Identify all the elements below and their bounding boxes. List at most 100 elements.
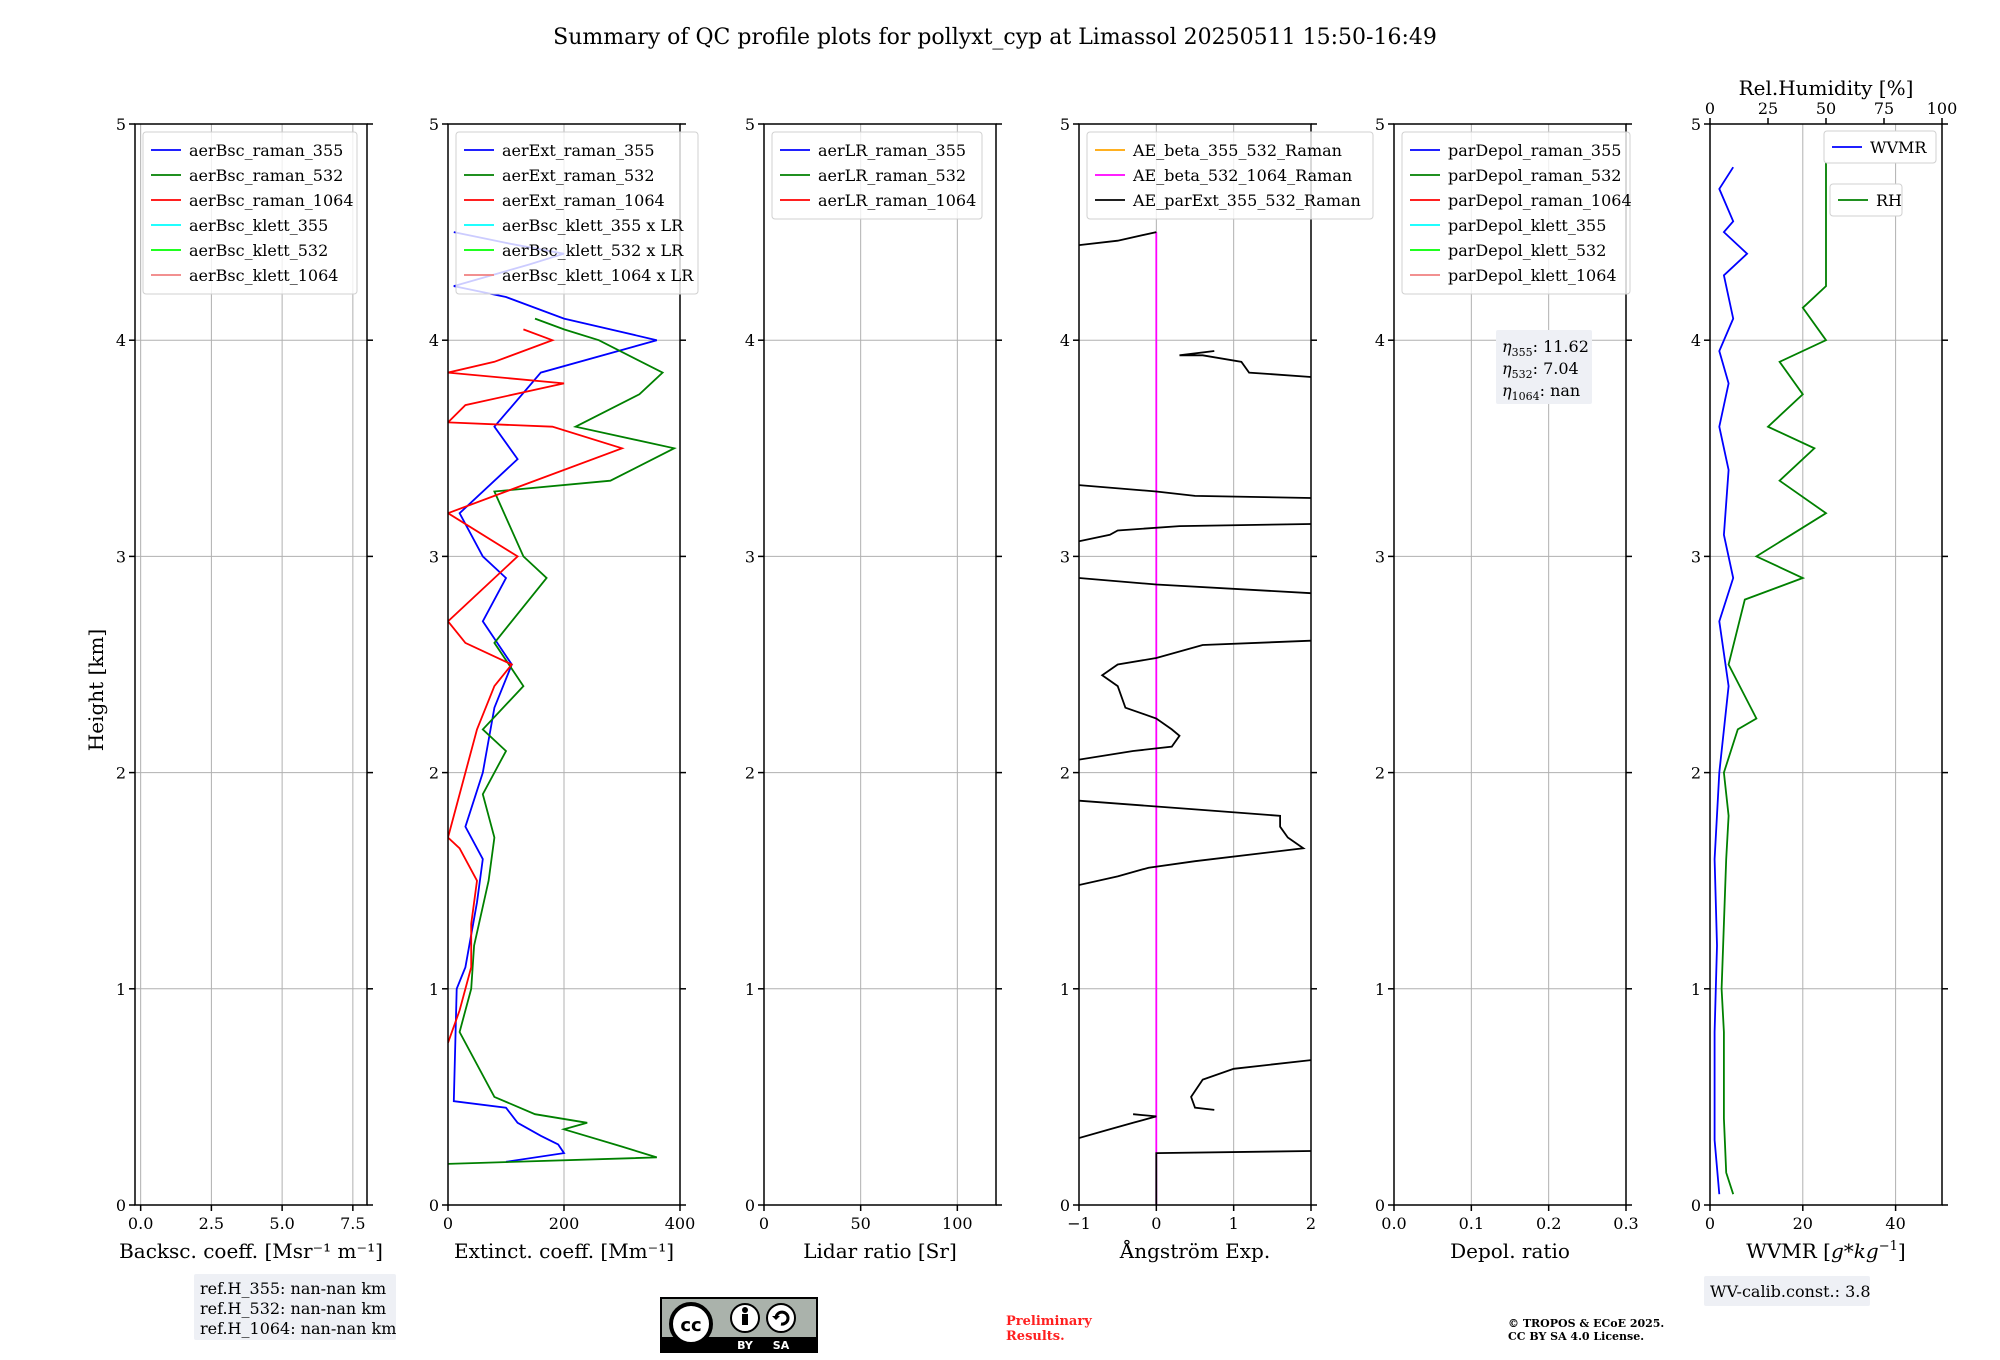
y-tick-label: 0	[1691, 1196, 1701, 1215]
axes-frame	[134, 123, 368, 1206]
top-x-tick-label: 75	[1874, 99, 1894, 118]
y-tick-label: 1	[1691, 980, 1701, 999]
y-tick-label: 5	[429, 115, 439, 134]
y-tick-label: 2	[429, 764, 439, 783]
legend-label: aerBsc_klett_1064	[189, 266, 338, 285]
top-x-tick-label: 25	[1758, 99, 1778, 118]
preliminary-line-2: Results.	[1006, 1329, 1065, 1344]
x-tick-label: 2	[1306, 1214, 1316, 1233]
legend-box	[1086, 131, 1374, 220]
panel-depol: 0 1 2 3 4 5 0.0 0.1 0.2 0.3 Depol. ratio parDepol_r…	[1375, 115, 1639, 1263]
x-tick-label: 1	[1229, 1214, 1239, 1233]
panel-backscatter: 0 1 2 3 4 5 0.0 2.5 5.0 7.5 Backsc. coeff. [Msr⁻¹ …	[116, 115, 383, 1263]
figure-title: Summary of QC profile plots for pollyxt_…	[553, 25, 1437, 50]
x-tick-label: 40	[1885, 1214, 1905, 1233]
x-tick-label: −1	[1067, 1214, 1091, 1233]
x-tick-label: 2.5	[199, 1214, 224, 1233]
legend-box	[1823, 130, 1937, 164]
legend-label: aerBsc_klett_532	[189, 241, 328, 260]
legend-label: aerExt_raman_355	[502, 141, 655, 160]
top-x-tick-label: 50	[1816, 99, 1836, 118]
legend-label: parDepol_klett_355	[1448, 216, 1606, 235]
legend-box	[455, 131, 699, 295]
legend-box	[1401, 131, 1631, 295]
eta-line: η355: 11.62	[1502, 337, 1589, 359]
legend-label: aerExt_raman_1064	[502, 191, 665, 210]
wv-calib-note: WV-calib.const.: 3.8	[1704, 1276, 1871, 1306]
panel-extinction: 0 1 2 3 4 5 0 200 400 Extinct. coeff. [Mm⁻¹] aerEx…	[429, 115, 699, 1263]
legend-label: parDepol_klett_532	[1448, 241, 1606, 260]
y-axis-label: Height [km]	[84, 629, 108, 751]
x-axis-label: WVMR [g*kg−1]	[1746, 1239, 1905, 1263]
y-tick-label: 3	[1691, 547, 1701, 566]
y-tick-label: 4	[745, 331, 755, 350]
legend-label: aerBsc_raman_1064	[189, 191, 354, 210]
x-tick-label: 0.0	[128, 1214, 153, 1233]
legend-label: aerBsc_klett_355 x LR	[502, 216, 684, 235]
x-tick-label: 200	[549, 1214, 580, 1233]
series-line-angstrom	[1079, 1113, 1157, 1139]
series-line-wvmr	[1713, 166, 1749, 1195]
x-tick-label: 0	[759, 1214, 769, 1233]
x-axis-label: Lidar ratio [Sr]	[803, 1239, 957, 1263]
y-tick-label: 2	[1375, 764, 1385, 783]
x-tick-label: 400	[665, 1214, 696, 1233]
cc-logo-text: cc	[680, 1315, 701, 1336]
y-tick-label: 3	[745, 547, 755, 566]
legend-box	[771, 131, 983, 220]
y-tick-label: 2	[745, 764, 755, 783]
legend-label: aerBsc_klett_1064 x LR	[502, 266, 694, 285]
x-tick-label: 0	[443, 1214, 453, 1233]
ref-h-532: ref.H_532: nan-nan km	[200, 1299, 386, 1318]
legend-label: parDepol_raman_1064	[1448, 191, 1632, 210]
series-line-angstrom	[1155, 1150, 1311, 1205]
panels-group: 0 1 2 3 4 5 0.0 2.5 5.0 7.5 Backsc. coeff. [Msr⁻¹ …	[116, 76, 1957, 1263]
y-tick-label: 0	[745, 1196, 755, 1215]
cc-by-text: BY	[737, 1339, 754, 1352]
legend-label: WVMR	[1870, 138, 1927, 157]
y-tick-label: 1	[1375, 980, 1385, 999]
y-tick-label: 2	[1691, 764, 1701, 783]
x-tick-label: 0.0	[1381, 1214, 1406, 1233]
axes-frame	[763, 123, 997, 1206]
y-tick-label: 1	[429, 980, 439, 999]
series-line-extinction	[452, 231, 658, 1163]
legend-label: parDepol_klett_1064	[1448, 266, 1617, 285]
series-group	[1713, 156, 1828, 1195]
copyright-line-1: © TROPOS & ECoE 2025.	[1508, 1317, 1664, 1330]
y-tick-label: 4	[1375, 331, 1385, 350]
y-tick-label: 4	[116, 331, 126, 350]
series-line-extinction	[448, 317, 677, 1165]
series-line-angstrom	[1079, 577, 1311, 595]
legend-label: aerExt_raman_532	[502, 166, 655, 185]
series-line-angstrom	[1079, 639, 1311, 761]
legend-label: AE_beta_532_1064_Raman	[1132, 166, 1352, 185]
y-tick-label: 0	[1375, 1196, 1385, 1215]
y-tick-label: 4	[429, 331, 439, 350]
series-line-wvmr	[1720, 156, 1828, 1195]
x-tick-label: 0.1	[1459, 1214, 1484, 1233]
x-axis-label: Backsc. coeff. [Msr⁻¹ m⁻¹]	[119, 1239, 383, 1263]
y-tick-label: 5	[1375, 115, 1385, 134]
eta-box	[1496, 330, 1592, 404]
ref-h-355: ref.H_355: nan-nan km	[200, 1279, 386, 1298]
top-x-tick-label: 0	[1705, 99, 1715, 118]
y-tick-label: 5	[1060, 115, 1070, 134]
legend-label: AE_parExt_355_532_Raman	[1132, 191, 1361, 210]
top-axis-label: Rel.Humidity [%]	[1739, 76, 1914, 100]
y-tick-label: 3	[429, 547, 439, 566]
y-tick-label: 5	[745, 115, 755, 134]
eta-line: η532: 7.04	[1502, 359, 1579, 381]
y-tick-label: 3	[116, 547, 126, 566]
x-tick-label: 0	[1151, 1214, 1161, 1233]
legend-label: RH	[1876, 191, 1902, 210]
y-tick-label: 3	[1060, 547, 1070, 566]
y-tick-label: 0	[1060, 1196, 1070, 1215]
x-tick-label: 0.3	[1613, 1214, 1638, 1233]
ref-h-1064: ref.H_1064: nan-nan km	[200, 1319, 396, 1338]
legend-label: aerBsc_raman_532	[189, 166, 343, 185]
preliminary-line-1: Preliminary	[1006, 1314, 1092, 1329]
legend-label: aerLR_raman_532	[818, 166, 966, 185]
x-tick-label: 20	[1793, 1214, 1813, 1233]
